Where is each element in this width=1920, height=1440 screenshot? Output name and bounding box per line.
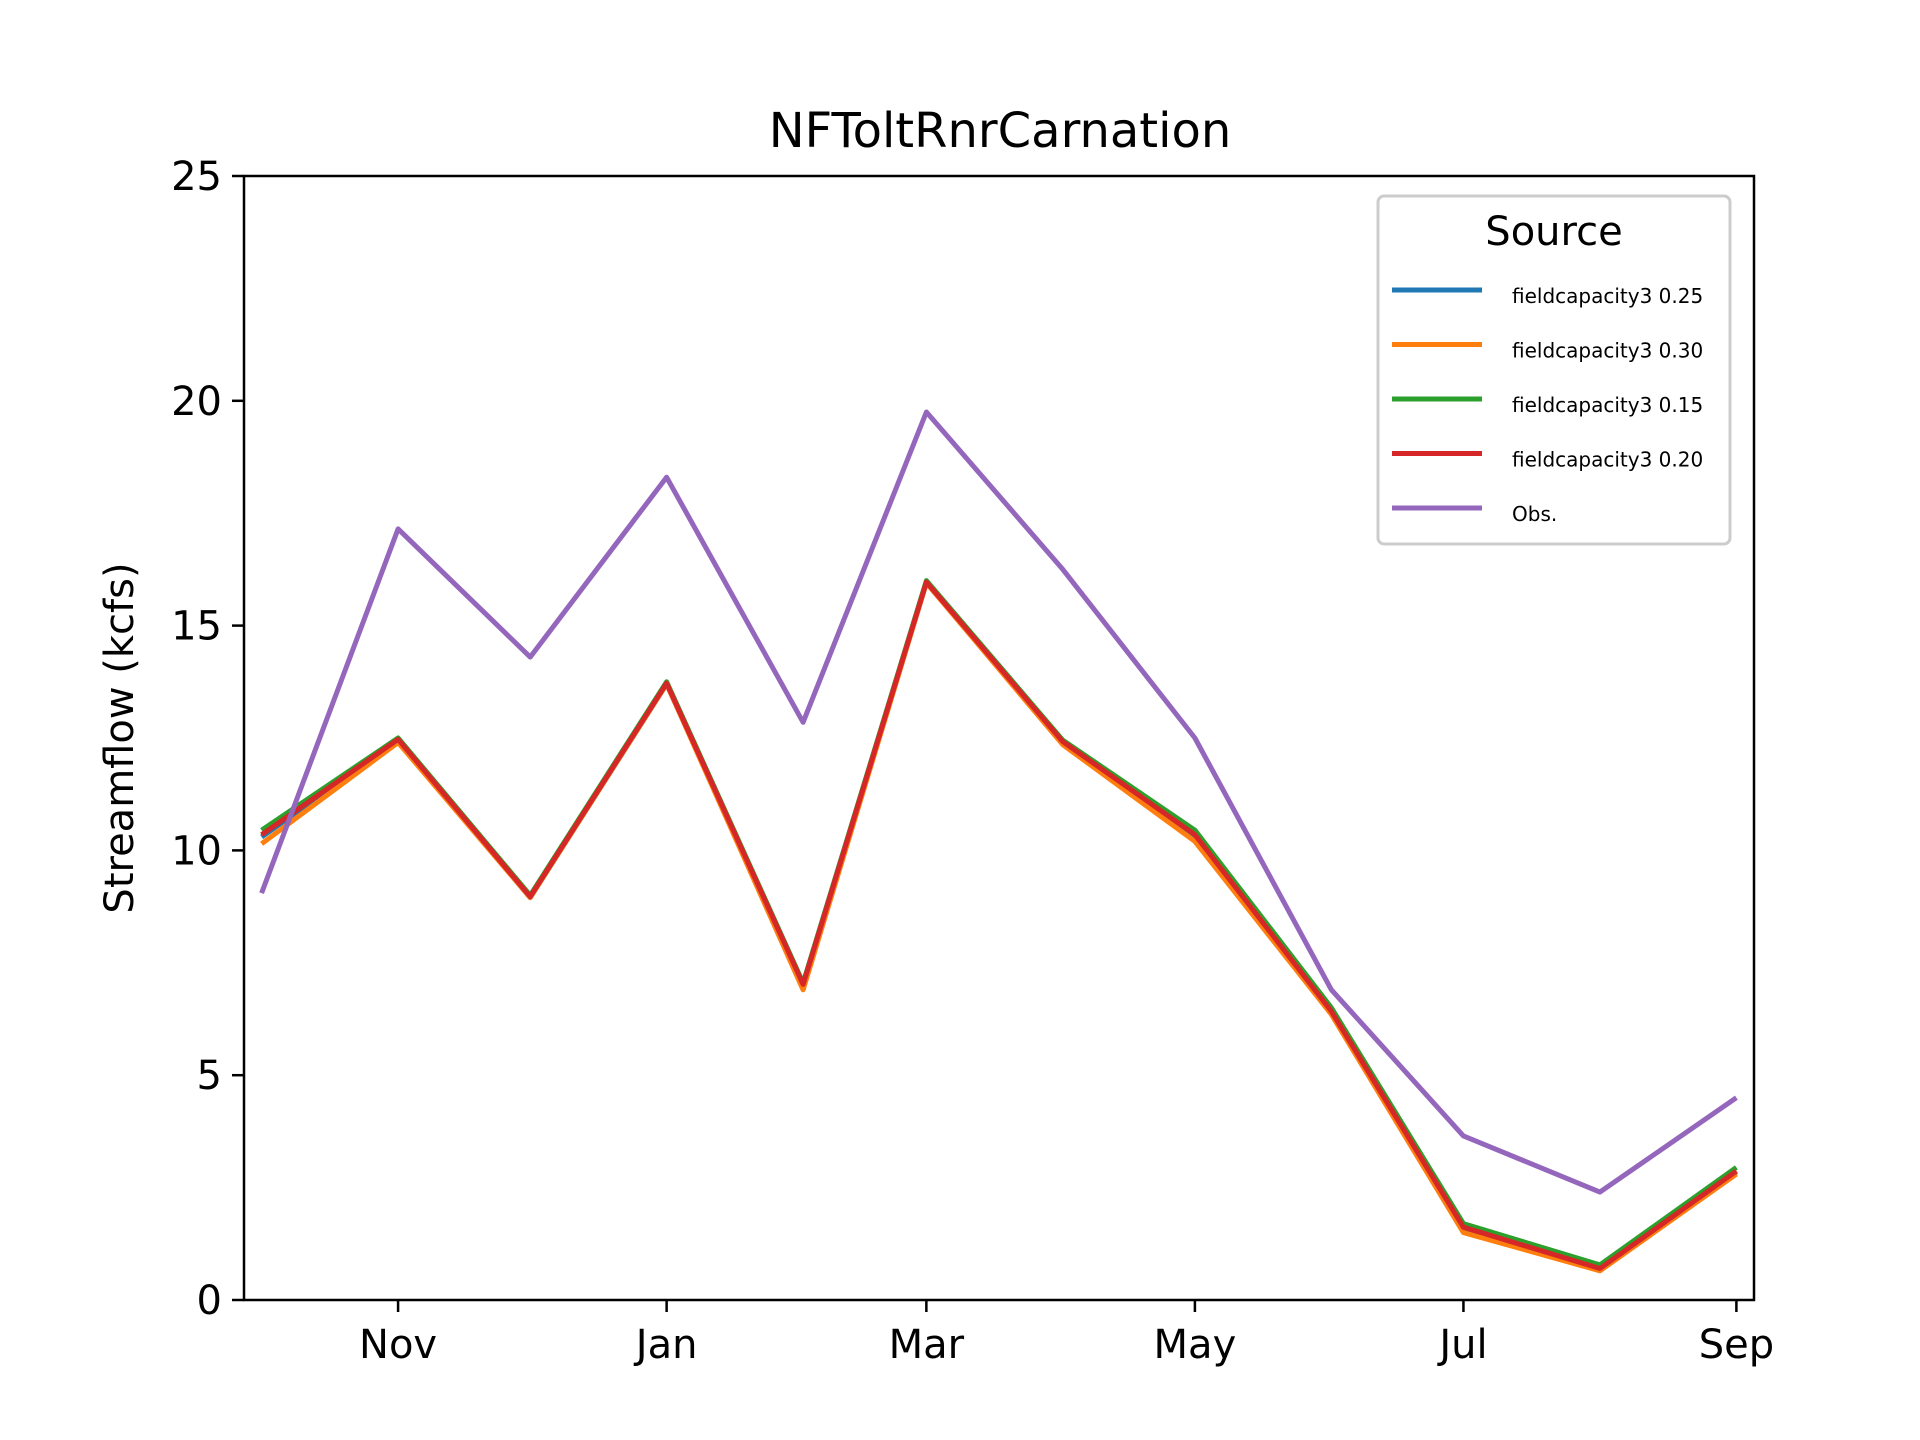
plot-frame	[242, 174, 1756, 1302]
legend-label-2: fieldcapacity3 0.15	[1512, 393, 1703, 417]
legend-label-1: fieldcapacity3 0.30	[1512, 339, 1703, 363]
y-axis-label: Streamflow (kcfs)	[97, 562, 143, 913]
y-tick-label: 20	[171, 379, 222, 425]
x-axis-ticks: Nov Jan Mar May Jul Sep	[359, 1300, 1774, 1368]
series-line-4	[259, 409, 1738, 1195]
x-tick-label: Nov	[359, 1322, 437, 1368]
series-line-3	[260, 579, 1738, 1271]
chart-title: NFToltRnrCarnation	[769, 103, 1231, 159]
legend-items: fieldcapacity3 0.25 fieldcapacity3 0.30 fi…	[1392, 284, 1703, 526]
plot-lines	[259, 409, 1738, 1274]
legend-label-3: fieldcapacity3 0.20	[1512, 448, 1703, 472]
y-axis-ticks: 0 5 10 15 20 25	[171, 154, 244, 1324]
legend-box	[1376, 194, 1732, 546]
x-tick-label: Sep	[1699, 1322, 1774, 1368]
x-tick-label: May	[1154, 1322, 1237, 1368]
y-tick-label: 10	[171, 828, 222, 874]
legend-title: Source	[1485, 209, 1622, 255]
y-tick-label: 0	[197, 1278, 222, 1324]
legend-label-0: fieldcapacity3 0.25	[1512, 284, 1703, 308]
x-tick-label: Jul	[1436, 1322, 1487, 1368]
y-tick-label: 25	[171, 154, 222, 200]
y-tick-label: 5	[197, 1053, 222, 1099]
x-tick-label: Jan	[633, 1322, 698, 1368]
legend-label-4: Obs.	[1512, 502, 1557, 526]
legend: Source fieldcapacity3 0.25fieldcapacity3…	[1376, 194, 1732, 546]
y-tick-label: 15	[171, 604, 222, 650]
x-tick-label: Mar	[889, 1322, 965, 1368]
